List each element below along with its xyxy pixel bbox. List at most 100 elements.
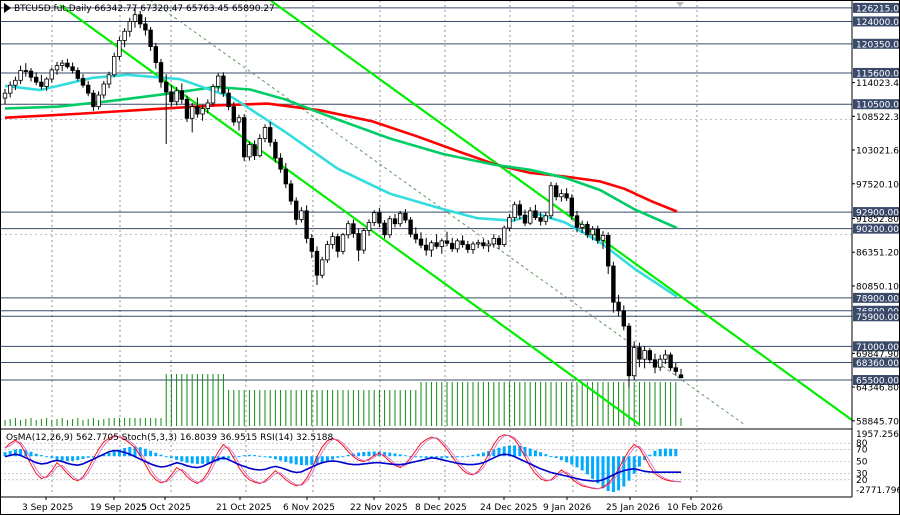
candle-body: [28, 70, 34, 78]
osma-bar: [669, 448, 673, 457]
osma-bar: [601, 456, 605, 488]
candle-body: [652, 359, 658, 368]
candle-body: [574, 215, 580, 228]
osma-bar: [159, 454, 163, 457]
price-tag-bg: [853, 38, 900, 49]
osma-bar: [367, 451, 371, 457]
candle-body: [486, 243, 491, 247]
osma-bar: [565, 456, 569, 463]
price-tag: 71000.00: [856, 343, 899, 353]
candle-body: [470, 243, 476, 250]
osma-bar: [242, 455, 246, 457]
candle-body: [423, 244, 429, 251]
candle-body: [361, 230, 366, 251]
osma-bar: [195, 456, 199, 464]
candle-body: [127, 21, 132, 32]
candle-body: [403, 212, 408, 221]
candle-body: [517, 204, 522, 216]
candle-body: [533, 210, 538, 218]
time-label: 6 Nov 2025: [283, 503, 335, 513]
price-tag-bg: [853, 357, 900, 368]
price-tag-bg: [853, 207, 900, 218]
osma-bar: [658, 449, 662, 457]
candle-body: [80, 78, 86, 86]
volume-histogram: [4, 374, 682, 426]
osma-bar: [258, 455, 262, 457]
osma-bar: [247, 454, 251, 457]
price-label: 108522.30: [856, 113, 900, 123]
osma-bar: [102, 454, 106, 457]
candle-body: [444, 240, 450, 244]
osma-bar: [253, 455, 257, 457]
osma-bar: [201, 456, 205, 464]
candle-body: [273, 141, 278, 159]
osma-bar: [299, 456, 303, 466]
candlestick-series[interactable]: [2, 7, 684, 388]
candle-body: [429, 242, 434, 251]
osma-bar: [409, 456, 413, 458]
candle-body: [169, 91, 174, 103]
candle-body: [13, 79, 18, 86]
collapse-arrow-icon[interactable]: [4, 3, 11, 13]
candle-body: [600, 234, 606, 241]
candle-body: [335, 236, 340, 252]
channel-line-upper: [269, 0, 853, 421]
osma-bar: [8, 450, 12, 457]
shift-marker-icon[interactable]: [676, 2, 684, 7]
osma-bar: [507, 445, 511, 457]
candle-body: [86, 84, 91, 94]
trend-channels[interactable]: [59, 0, 853, 426]
candle-body: [330, 236, 335, 245]
price-tag: 124000.00: [856, 18, 900, 28]
price-tag: 78900.00: [856, 294, 899, 304]
osma-bar: [13, 449, 17, 457]
candle-body: [496, 238, 502, 245]
osma-bar: [45, 456, 49, 458]
price-tag: 68360.00: [856, 359, 899, 369]
candle-body: [507, 217, 512, 229]
osma-bar: [279, 456, 283, 461]
osma-bar: [294, 456, 298, 465]
candle-body: [580, 223, 585, 228]
osma-bar: [76, 456, 80, 461]
price-tag: 120350.00: [856, 40, 900, 50]
candle-body: [221, 75, 226, 94]
candle-body: [392, 218, 398, 225]
candle-body: [564, 193, 569, 199]
candle-body: [413, 233, 418, 240]
price-tag-bg: [853, 99, 900, 110]
candle-body: [304, 210, 309, 239]
price-tag-bg: [853, 16, 900, 27]
osma-bar: [86, 456, 90, 458]
osc-label: 30: [856, 470, 868, 480]
osma-bar: [128, 446, 132, 457]
osma-bar: [440, 456, 444, 459]
price-axis[interactable]: 126215.00 124000.00 120350.00 115600.001140…: [852, 2, 900, 496]
candle-body: [569, 197, 574, 217]
price-tag-bg: [853, 292, 900, 303]
osma-bar: [3, 452, 7, 457]
candle-body: [460, 240, 465, 245]
time-label: 21 Oct 2025: [216, 503, 272, 513]
candle-body: [408, 219, 413, 235]
osma-bar: [643, 456, 647, 461]
osma-bar: [154, 452, 158, 457]
osma-bar: [476, 453, 480, 457]
candle-body: [106, 74, 112, 85]
price-label: 114023.40: [856, 79, 900, 89]
osc-label: 80: [856, 439, 868, 449]
candle-body: [137, 14, 143, 25]
osma-bar: [455, 456, 459, 458]
osma-bar: [632, 456, 636, 474]
candle-body: [70, 66, 75, 71]
candle-body: [637, 347, 642, 360]
candle-body: [184, 98, 190, 119]
osma-bar: [310, 456, 314, 465]
osma-bar: [268, 456, 272, 458]
candle-body: [538, 217, 543, 222]
osma-bar: [273, 456, 277, 460]
price-label: 69847.90: [856, 350, 899, 360]
price-tag: 90200.00: [856, 225, 899, 235]
